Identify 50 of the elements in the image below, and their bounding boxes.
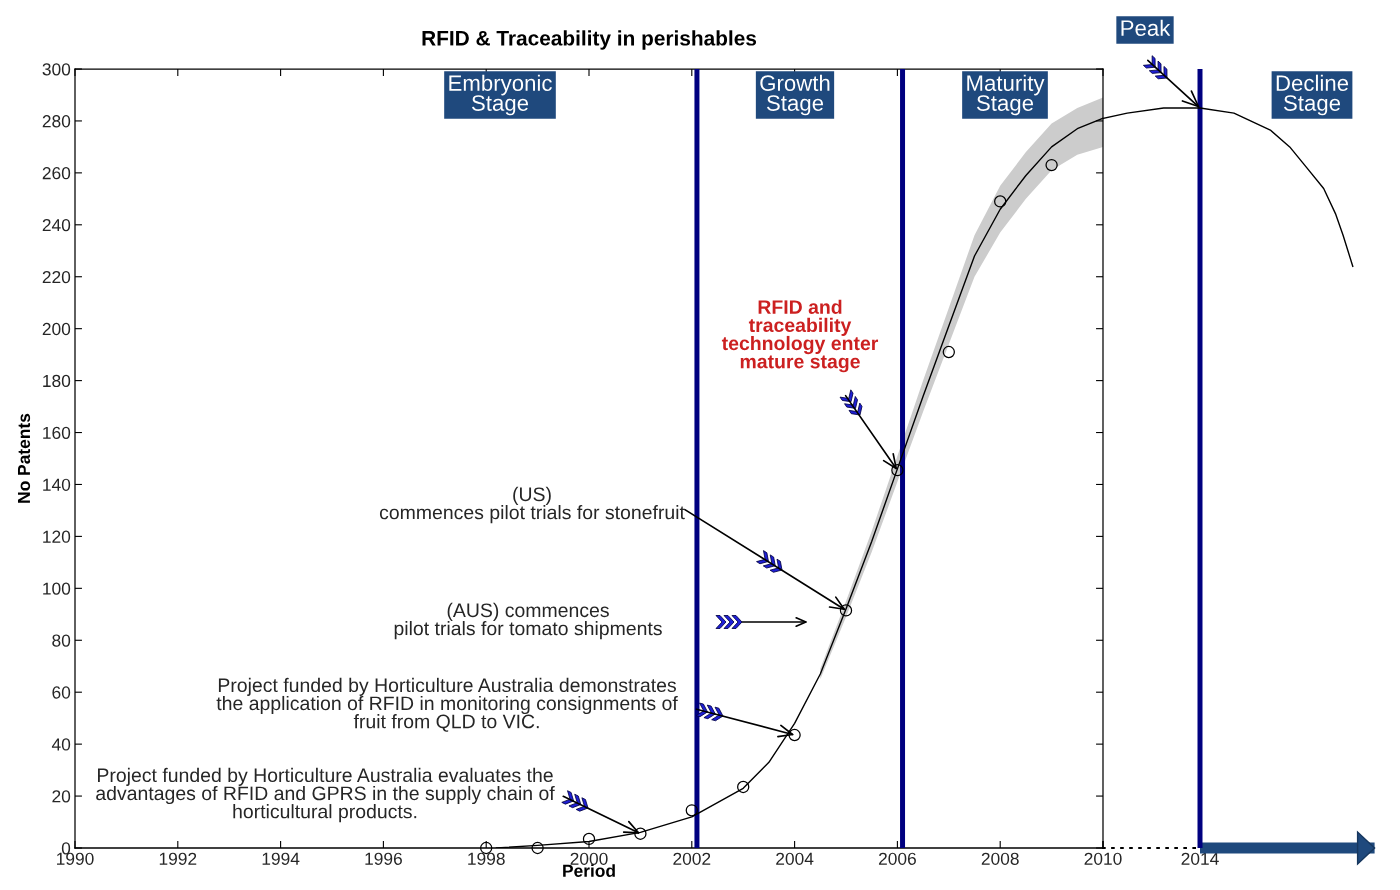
point [788,728,801,742]
annotation: Decline Stage [1276,74,1349,116]
y-tick-label: 220 [42,270,71,284]
point [942,345,955,359]
annotation: RFID and traceability technology enter mature stage [721,299,879,373]
x-tick-label: 1994 [262,852,300,865]
x-tick-label: 2006 [878,852,916,865]
point [582,832,596,846]
point [737,780,750,794]
x-tick-label: 2004 [776,852,814,865]
point [685,804,698,817]
y-tick-label: 300 [42,63,71,76]
point [994,195,1007,208]
annotation: Growth Stage [760,74,830,116]
point [839,604,853,617]
x-tick-label: 2014 [1181,852,1219,865]
annotation: (US) commences pilot trials for stonefruit [379,486,685,524]
y-tick-label: 200 [42,322,71,336]
y-tick-label: 40 [51,738,71,751]
annotation: Embryonic Stage [449,74,552,116]
point [1045,158,1058,172]
y-tick-label: 80 [52,634,71,647]
y-tick-label: 120 [43,530,71,543]
x-tick-label: 2010 [1084,852,1122,865]
y-tick-label: 100 [43,582,71,595]
annotation: Peak [1121,19,1171,36]
y-tick-label: 60 [52,686,71,699]
y-axis-title: No Patents [17,413,31,503]
y-tick-label: 240 [42,218,71,232]
annotation: Project funded by Horticulture Australia evaluates the advantages of RFID and GPRS in the supply chain of horticultural products. [96,767,555,823]
point [634,827,647,840]
x-axis-title: Period [563,864,615,877]
x-tick-label: 2002 [673,852,711,865]
y-tick-label: 260 [42,167,71,180]
x-tick-label: 1998 [468,852,505,865]
x-tick-label: 2008 [981,852,1019,865]
y-tick-label: 20 [52,790,71,803]
y-tick-label: 140 [43,478,71,491]
x-tick-label: 1996 [365,852,402,865]
y-tick-label: 280 [42,115,71,128]
x-tick-label: 1992 [159,852,197,865]
chart-title: RFID & Traceability in perishables [422,30,757,50]
point [531,841,544,855]
y-tick-label: 180 [43,374,71,388]
annotation: Maturity Stage [967,74,1045,116]
y-tick-label: 160 [43,426,71,439]
annotation: (AUS) commences pilot trials for tomato shipments [394,602,662,640]
annotation: Project funded by Horticulture Australia demonstrates the application of RFID in monitoring consignments of fruit from QLD to VIC. [216,677,678,732]
x-tick-label: 2000 [570,852,608,865]
point [891,464,904,477]
